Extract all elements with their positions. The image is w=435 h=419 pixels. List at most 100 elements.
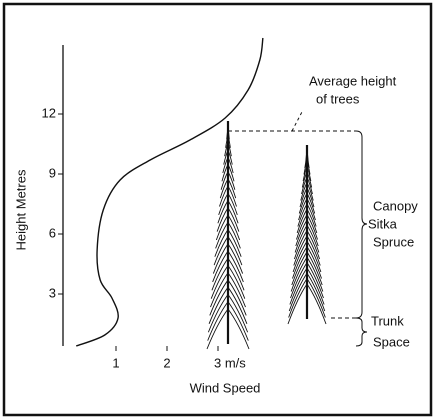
- annotation: Sitka: [368, 216, 398, 231]
- branch: [207, 294, 229, 333]
- x-axis-label: Wind Speed: [190, 380, 261, 395]
- branch: [227, 156, 234, 174]
- branch: [227, 185, 237, 207]
- branch: [306, 182, 314, 201]
- branch: [215, 221, 229, 249]
- branch: [306, 278, 326, 318]
- branch: [293, 230, 308, 260]
- branch: [306, 257, 324, 292]
- branch: [208, 287, 229, 325]
- branch: [306, 283, 327, 325]
- branch: [298, 192, 308, 214]
- branch: [227, 128, 230, 140]
- branch: [291, 251, 308, 286]
- branch: [306, 273, 326, 312]
- branch: [224, 142, 229, 157]
- branch: [288, 273, 308, 312]
- branch: [306, 219, 319, 247]
- y-tick-label: 3: [49, 285, 56, 300]
- branch: [222, 156, 229, 174]
- annotation: of trees: [316, 91, 360, 106]
- branch: [221, 164, 229, 182]
- branch: [219, 178, 229, 199]
- branch: [293, 235, 308, 266]
- branch: [306, 166, 312, 182]
- branch: [210, 265, 229, 299]
- branch: [294, 224, 308, 253]
- branch: [289, 267, 308, 305]
- branch: [297, 203, 308, 227]
- branch: [298, 198, 308, 221]
- branch: [206, 308, 229, 350]
- branch: [227, 272, 246, 308]
- branch: [288, 278, 308, 318]
- branch: [290, 262, 308, 299]
- branch: [302, 166, 308, 182]
- branch: [215, 214, 229, 241]
- branch: [227, 287, 248, 325]
- branch: [211, 258, 229, 291]
- wind-profile: [75, 37, 264, 347]
- branch: [227, 149, 233, 165]
- y-tick-label: 9: [49, 165, 56, 180]
- branch: [227, 207, 240, 232]
- annotation: Canopy: [373, 198, 418, 213]
- branch: [227, 193, 238, 215]
- annotation: Spruce: [373, 234, 414, 249]
- branch: [306, 203, 317, 227]
- branch: [299, 187, 308, 208]
- branch: [306, 214, 318, 240]
- branch: [227, 229, 242, 257]
- branch: [227, 214, 241, 241]
- branch: [227, 308, 250, 350]
- branch: [292, 240, 308, 273]
- branch: [227, 243, 244, 274]
- branch: [296, 208, 308, 234]
- branch: [213, 236, 229, 266]
- branch: [223, 149, 229, 165]
- branch: [227, 301, 249, 341]
- y-tick-label: 12: [42, 105, 56, 120]
- branch: [227, 164, 235, 182]
- branch: [212, 250, 229, 283]
- brackets: [228, 109, 368, 347]
- branch: [296, 214, 308, 240]
- branch: [306, 160, 311, 175]
- annotation: Trunk: [371, 313, 404, 328]
- x-tick-label: 2: [163, 355, 170, 370]
- branch: [306, 208, 318, 234]
- branch: [306, 171, 313, 188]
- x-tick-label: 1: [112, 355, 119, 370]
- branch: [227, 258, 245, 291]
- branch: [209, 279, 229, 316]
- branch: [290, 257, 308, 292]
- branch: [218, 193, 229, 215]
- branch: [227, 221, 241, 249]
- branch: [306, 187, 315, 208]
- branch: [306, 230, 321, 260]
- branch: [227, 294, 249, 333]
- branch: [306, 224, 320, 253]
- branch: [300, 182, 308, 201]
- branch: [306, 192, 316, 214]
- branch: [292, 246, 308, 279]
- branch: [227, 178, 237, 199]
- branch: [207, 301, 229, 341]
- branch: [306, 176, 313, 195]
- branch: [227, 135, 231, 148]
- branch: [301, 171, 308, 188]
- branch: [227, 171, 236, 190]
- trees: [206, 121, 327, 350]
- branch: [301, 176, 308, 195]
- annotation: Average height: [309, 73, 397, 88]
- branch: [227, 142, 232, 157]
- branch: [306, 251, 323, 286]
- branch: [306, 240, 322, 273]
- branch: [306, 235, 321, 266]
- branch: [214, 229, 229, 257]
- y-tick-label: 6: [49, 225, 56, 240]
- branch: [303, 160, 308, 175]
- branch: [227, 279, 247, 316]
